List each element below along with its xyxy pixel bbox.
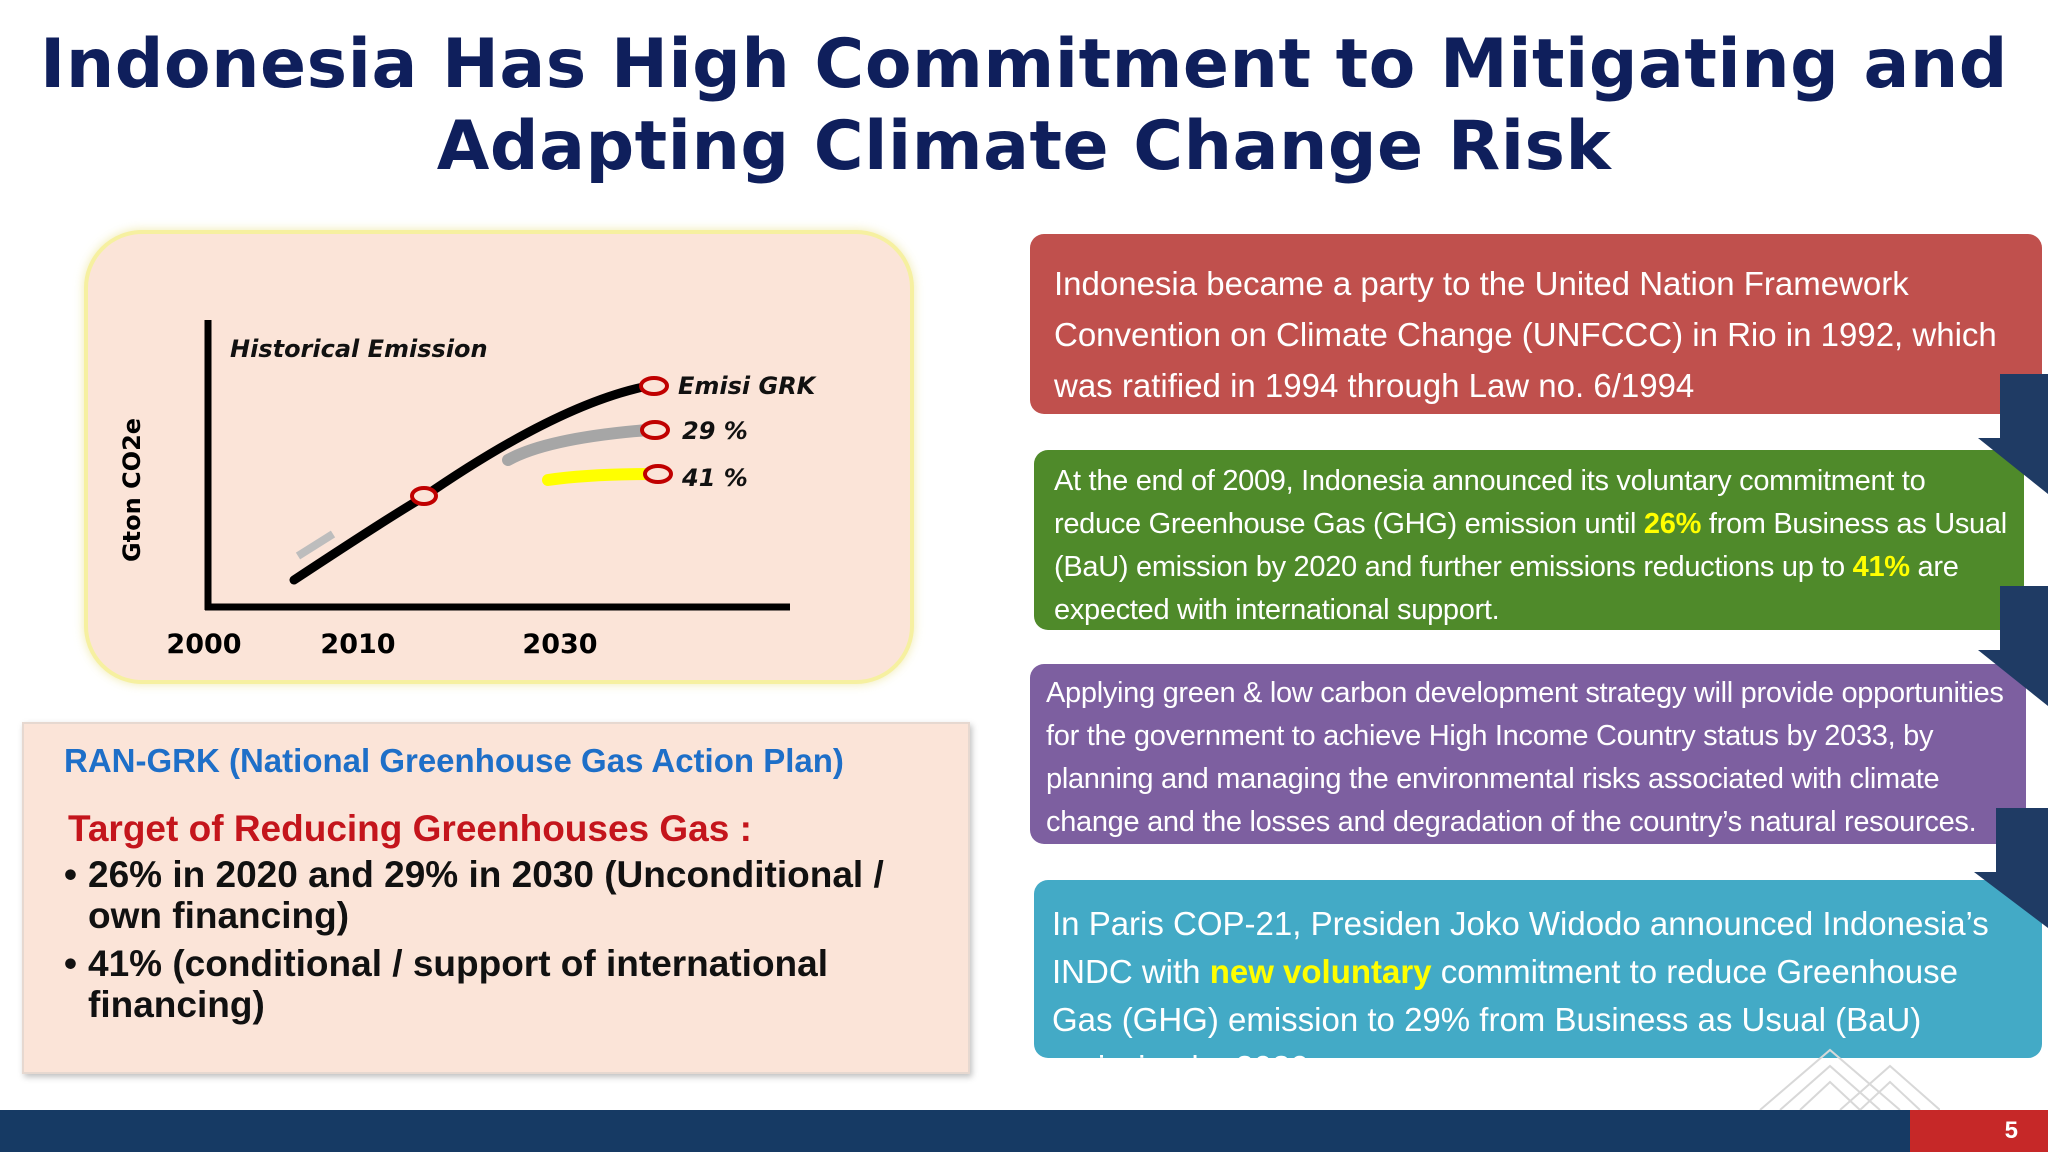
marker-bau — [639, 376, 669, 396]
highlight-new-voluntary: new voluntary — [1209, 953, 1432, 990]
emission-chart-panel: Gton CO2e 2000 2010 2030 Historical Emis… — [84, 230, 914, 684]
chart-y-axis-label: Gton CO2e — [118, 418, 146, 562]
arrow-down-icon — [1978, 586, 2048, 706]
chart-x-tick-2010: 2010 — [320, 629, 395, 660]
timeline-text-green-strategy: Applying green & low carbon development … — [1046, 677, 2004, 838]
timeline-text-2009-part3: are expected with international support. — [1054, 551, 1959, 626]
slide-title-line-2: Adapting Climate Change Risk — [436, 107, 1612, 186]
chart-x-tick-2030: 2030 — [522, 629, 597, 660]
slide-title-line-1: Indonesia Has High Commitment to Mitigat… — [40, 25, 2008, 104]
decorative-pattern-icon — [1759, 1048, 1940, 1110]
timeline-text-cop21-part2: commitment to reduce Greenhouse Gas (GHG… — [1052, 953, 1958, 1086]
timeline-box-2009-commitment: At the end of 2009, Indonesia announced … — [1034, 450, 2024, 630]
chart-x-tick-2000: 2000 — [166, 629, 241, 660]
footer-bar — [0, 1110, 2048, 1152]
timeline-text-cop21-part1: In Paris COP-21, Presiden Joko Widodo an… — [1052, 905, 1989, 990]
ran-grk-target-item-text: 41% (conditional / support of internatio… — [88, 943, 829, 1025]
timeline-box-cop21: In Paris COP-21, Presiden Joko Widodo an… — [1034, 880, 2042, 1086]
ran-grk-target-item: • 26% in 2020 and 29% in 2030 (Unconditi… — [64, 854, 944, 936]
highlight-41-percent: 41% — [1852, 551, 1910, 583]
ran-grk-box: RAN-GRK (National Greenhouse Gas Action … — [22, 722, 970, 1074]
label-29-percent: 29 % — [682, 417, 748, 445]
bullet: • — [64, 854, 77, 895]
arrow-down-icon — [1974, 808, 2048, 928]
bau-emission-line — [289, 381, 653, 585]
ran-grk-title: RAN-GRK (National Greenhouse Gas Action … — [64, 742, 844, 779]
emission-chart: Gton CO2e 2000 2010 2030 Historical Emis… — [118, 320, 818, 660]
timeline-text-2009-part2: from Business as Usual (BaU) emission by… — [1054, 508, 2007, 583]
ran-grk-target-item-text: 26% in 2020 and 29% in 2030 (Uncondition… — [88, 854, 884, 936]
highlight-26-percent: 26% — [1643, 508, 1702, 540]
label-emisi-grk: Emisi GRK — [678, 372, 818, 400]
label-41-percent: 41 % — [681, 464, 748, 492]
ran-grk-target-item: • 41% (conditional / support of internat… — [64, 943, 944, 1025]
slide-title: Indonesia Has High Commitment to Mitigat… — [0, 24, 2048, 188]
marker-historical — [410, 486, 438, 506]
bullet: • — [64, 943, 77, 984]
historical-shadow-line — [295, 530, 336, 560]
marker-29 — [640, 420, 670, 440]
timeline-box-unfccc: Indonesia became a party to the United N… — [1030, 234, 2042, 414]
ran-grk-target-list: • 26% in 2020 and 29% in 2030 (Unconditi… — [64, 854, 944, 1032]
page-number: 5 — [1910, 1110, 2048, 1152]
timeline-text-unfccc: Indonesia became a party to the United N… — [1054, 265, 1997, 404]
reduction-41-line — [542, 468, 660, 486]
marker-41 — [643, 464, 673, 484]
arrow-down-icon — [1978, 374, 2048, 494]
historical-emission-label: Historical Emission — [230, 335, 488, 363]
timeline-box-green-strategy: Applying green & low carbon development … — [1030, 664, 2026, 844]
reduction-29-line — [502, 424, 659, 466]
ran-grk-target-label: Target of Reducing Greenhouses Gas : — [68, 808, 752, 849]
timeline-text-2009-part1: At the end of 2009, Indonesia announced … — [1054, 465, 1926, 540]
